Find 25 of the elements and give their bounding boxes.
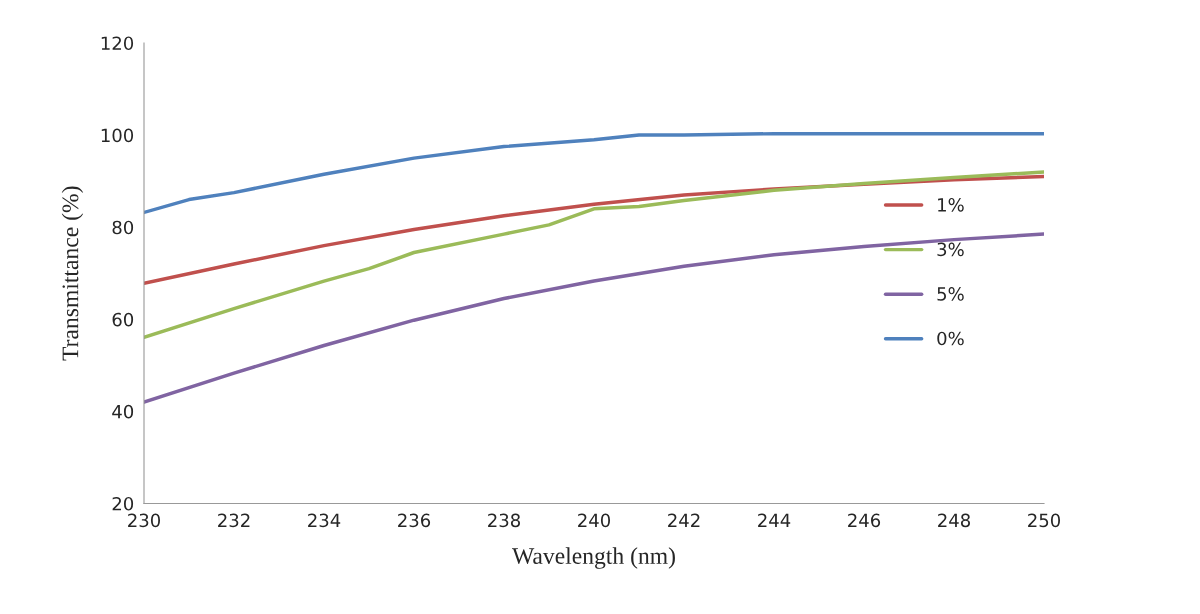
legend-label: 5%	[937, 287, 964, 301]
x-axis-title: Wavelength (nm)	[512, 547, 675, 569]
x-tick-label: 246	[848, 513, 881, 528]
y-axis-title: Transmittance (%)	[61, 186, 84, 361]
x-tick-label: 236	[398, 513, 431, 528]
y-tick-label: 100	[101, 128, 134, 143]
line-series	[144, 131, 1044, 215]
x-tick-label: 242	[668, 513, 700, 527]
y-tick-label: 20	[112, 496, 134, 511]
y-tick-label: 40	[112, 404, 134, 419]
y-tick-label: 60	[112, 312, 134, 327]
legend-label: 1%	[938, 197, 964, 212]
y-tick-label: 120	[101, 36, 134, 51]
x-tick-label: 248	[938, 513, 970, 528]
x-tick-label: 234	[308, 513, 341, 528]
legend-label: 0%	[937, 331, 964, 346]
x-tick-label: 232	[218, 513, 250, 528]
x-tick-label: 240	[578, 513, 611, 528]
line-series	[144, 232, 1044, 404]
x-tick-label: 230	[128, 513, 161, 528]
x-tick-label: 238	[488, 513, 520, 528]
x-tick-label: 250	[1028, 513, 1061, 528]
x-tick-label: 244	[758, 513, 791, 527]
y-tick-label: 80	[112, 220, 134, 235]
legend-label: 3%	[937, 242, 964, 257]
